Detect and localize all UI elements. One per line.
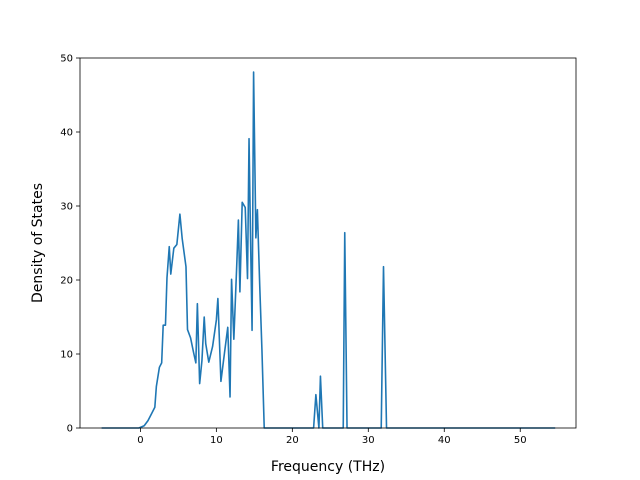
dos-series-line [101, 71, 556, 429]
x-axis-label: Frequency (THz) [271, 459, 385, 475]
y-tick-label: 30 [60, 202, 73, 213]
x-tick-label: 40 [438, 435, 451, 446]
y-tick-label: 40 [60, 128, 73, 139]
x-axis-ticks: 0 10 20 30 40 50 [137, 428, 527, 446]
x-tick-label: 30 [362, 435, 375, 446]
y-tick-label: 50 [60, 54, 73, 65]
axes-frame [79, 57, 577, 429]
y-tick-label: 10 [60, 350, 73, 361]
y-tick-label: 0 [67, 424, 73, 435]
plot-area [101, 71, 556, 429]
x-tick-label: 20 [286, 435, 299, 446]
y-axis-label: Density of States [30, 183, 46, 303]
x-tick-label: 50 [514, 435, 527, 446]
x-tick-label: 0 [137, 435, 143, 446]
y-axis-ticks: 0 10 20 30 40 50 [60, 54, 80, 435]
y-tick-label: 20 [60, 276, 73, 287]
x-tick-label: 10 [210, 435, 223, 446]
